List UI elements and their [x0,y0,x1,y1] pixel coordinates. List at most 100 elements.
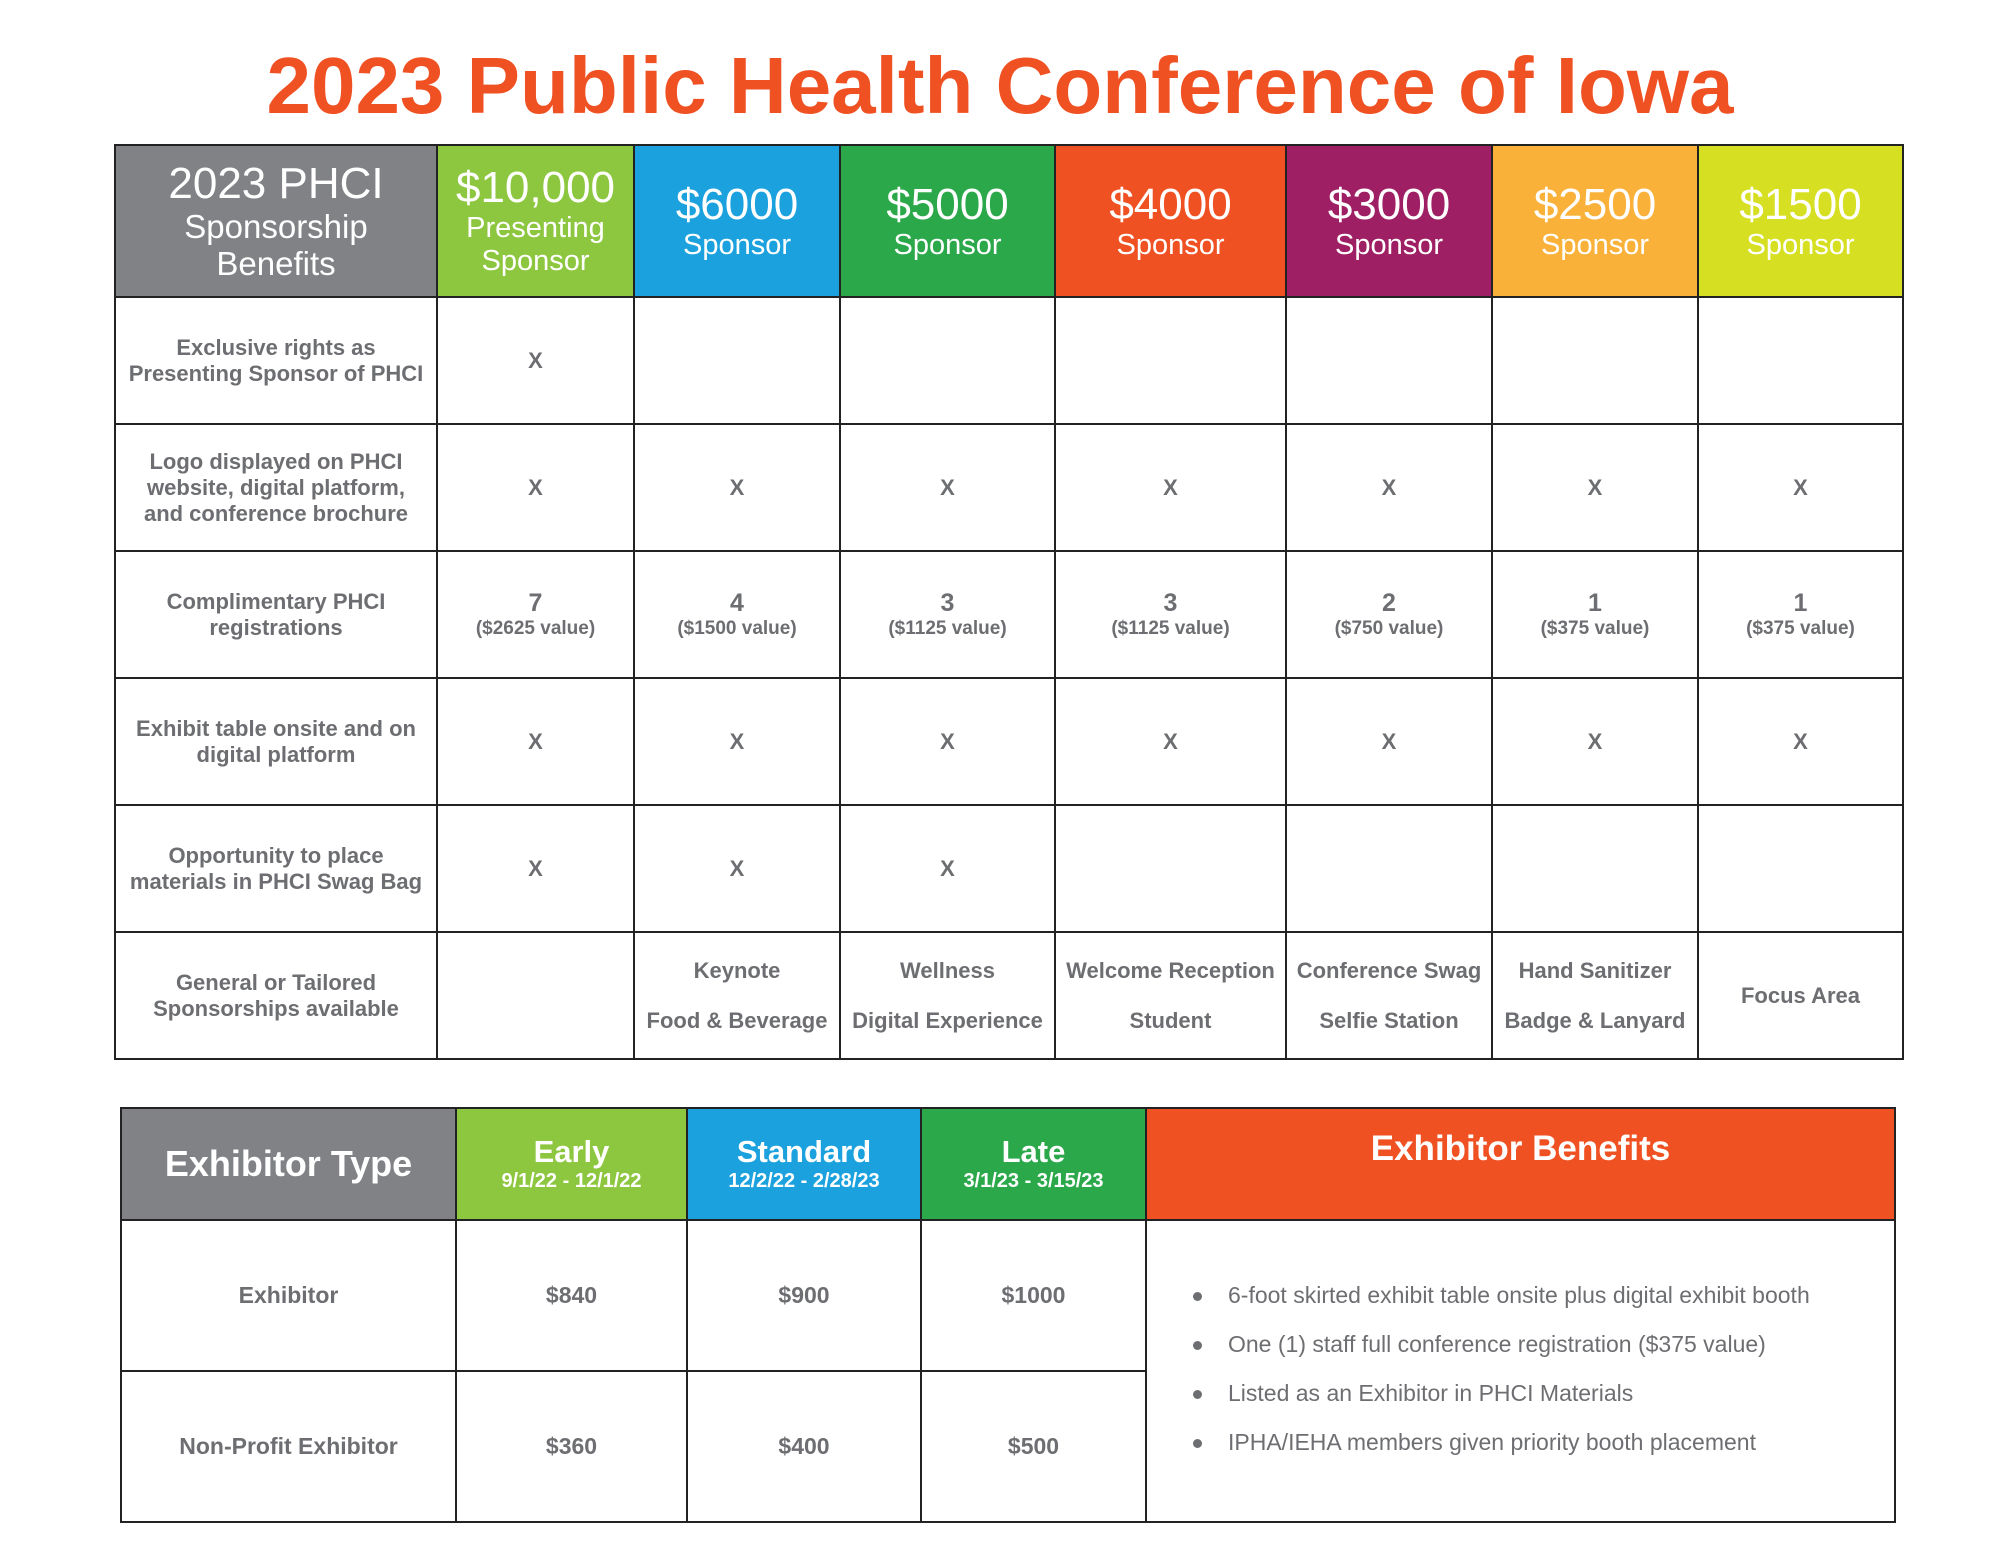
benefit-row-registrations: Complimentary PHCI registrations 7 ($2625… [114,550,1904,679]
registration-value: ($2625 value) [475,617,596,639]
exhibitor-row: Exhibitor $840 $900 $1000 6-foot skirted… [120,1219,1896,1523]
benefit-label: General or Tailored Sponsorships availab… [114,931,438,1060]
registration-cell: 3 ($1125 value) [1054,550,1287,679]
period-name: Late [1001,1134,1066,1169]
tailored-option: Welcome Reception [1066,957,1275,983]
benefit-mark: X [1697,677,1904,806]
period-dates: 12/2/22 - 2/28/23 [728,1170,880,1192]
benefit-mark [1491,296,1699,425]
registration-cell: 1 ($375 value) [1491,550,1699,679]
registration-count: 3 [1163,588,1178,617]
exhibitor-price: $840 [455,1219,688,1372]
benefit-mark: X [1491,677,1699,806]
exhibitor-price: $900 [686,1219,922,1372]
benefit-item: One (1) staff full conference registrati… [1193,1320,1894,1369]
tier-amount: $4000 [1109,179,1232,229]
bullet-icon [1193,1390,1202,1400]
tailored-option: Food & Beverage [646,1007,828,1033]
benefit-mark [1054,804,1287,933]
tier-label-2: Sponsor [481,245,590,277]
registration-cell: 2 ($750 value) [1285,550,1493,679]
benefit-mark: X [633,423,841,552]
benefit-item: IPHA/IEHA members given priority booth p… [1193,1418,1894,1467]
corner-subtitle: Sponsorship [184,208,368,245]
benefit-mark [1285,804,1493,933]
benefit-row-swag-bag: Opportunity to place materials in PHCI S… [114,804,1904,933]
sponsorship-header-row: 2023 PHCI Sponsorship Benefits $10,000 P… [114,144,1904,298]
benefit-mark: X [839,423,1056,552]
registration-value: ($375 value) [1540,617,1650,639]
tier-header: $3000 Sponsor [1285,144,1493,298]
benefit-mark: X [436,296,635,425]
benefit-item: 6-foot skirted exhibit table onsite plus… [1193,1271,1894,1320]
benefit-mark: X [1697,423,1904,552]
tier-amount: $10,000 [455,163,616,212]
benefit-label: Complimentary PHCI registrations [114,550,438,679]
tailored-option: Student [1129,1007,1212,1033]
tier-label: Sponsor [1116,228,1225,261]
tailored-cell [436,931,635,1060]
tailored-option: Keynote [693,957,781,983]
benefit-mark: X [436,423,635,552]
registration-cell: 7 ($2625 value) [436,550,635,679]
tier-header: $10,000 Presenting Sponsor [436,144,635,298]
tailored-option: Hand Sanitizer [1518,957,1672,983]
tailored-option: Badge & Lanyard [1504,1007,1686,1033]
tier-label: Sponsor [682,228,791,261]
benefit-mark [1054,296,1287,425]
benefit-mark: X [839,677,1056,806]
sponsorship-benefits-table: 2023 PHCI Sponsorship Benefits $10,000 P… [114,144,1904,1060]
tier-header: $5000 Sponsor [839,144,1056,298]
tier-label: Sponsor [893,228,1002,261]
registration-count: 1 [1588,588,1602,617]
benefit-mark: X [1054,677,1287,806]
registration-cell: 3 ($1125 value) [839,550,1056,679]
tier-amount: $6000 [675,179,799,229]
tailored-option: Conference Swag [1296,957,1482,983]
tier-header: $2500 Sponsor [1491,144,1699,298]
exhibitor-benefits-list: 6-foot skirted exhibit table onsite plus… [1145,1219,1896,1523]
benefit-mark [1491,804,1699,933]
benefit-mark: X [1054,423,1287,552]
tier-label: Presenting [466,212,605,244]
exhibitor-price: $400 [686,1370,922,1523]
benefit-mark: X [633,804,841,933]
corner-title: 2023 PHCI [168,159,384,208]
benefit-label: Opportunity to place materials in PHCI S… [114,804,438,933]
exhibitor-type-header: Exhibitor Type [120,1107,457,1221]
bullet-icon [1193,1292,1202,1302]
benefit-label: Exhibit table onsite and on digital plat… [114,677,438,806]
bullet-icon [1193,1341,1202,1351]
benefit-mark: X [1285,677,1493,806]
tailored-option: Selfie Station [1319,1007,1459,1033]
benefit-row-tailored-sponsorships: General or Tailored Sponsorships availab… [114,931,1904,1060]
benefit-mark: X [1285,423,1493,552]
tailored-cell: Focus Area [1697,931,1904,1060]
benefit-row-logo-displayed: Logo displayed on PHCI website, digital … [114,423,1904,552]
tailored-cell: Conference Swag Selfie Station [1285,931,1493,1060]
tier-header: $6000 Sponsor [633,144,841,298]
benefit-item: Listed as an Exhibitor in PHCI Materials [1193,1369,1894,1418]
exhibitor-price: $360 [455,1370,688,1523]
tier-amount: $1500 [1739,179,1862,229]
benefit-row-exclusive-rights: Exclusive rights as Presenting Sponsor o… [114,296,1904,425]
exhibitor-price: $500 [920,1370,1147,1523]
tier-amount: $5000 [886,179,1009,229]
registration-count: 7 [528,588,543,617]
tailored-cell: Hand Sanitizer Badge & Lanyard [1491,931,1699,1060]
tailored-cell: Welcome Reception Student [1054,931,1287,1060]
corner-subtitle-2: Benefits [216,245,336,282]
exhibitor-row: Non-Profit Exhibitor $360 $400 $500 [120,1370,1895,1523]
period-dates: 9/1/22 - 12/1/22 [501,1170,642,1192]
benefit-mark: X [1491,423,1699,552]
benefit-mark: X [633,677,841,806]
registration-value: ($1125 value) [1111,617,1230,639]
benefit-label: Logo displayed on PHCI website, digital … [114,423,438,552]
tier-label: Sponsor [1540,228,1649,261]
exhibitor-type: Non-Profit Exhibitor [120,1370,457,1523]
benefit-mark: X [436,804,635,933]
benefit-mark [839,296,1056,425]
tier-label: Sponsor [1334,228,1443,261]
benefit-mark [1697,296,1904,425]
exhibitor-type: Exhibitor [120,1219,457,1372]
